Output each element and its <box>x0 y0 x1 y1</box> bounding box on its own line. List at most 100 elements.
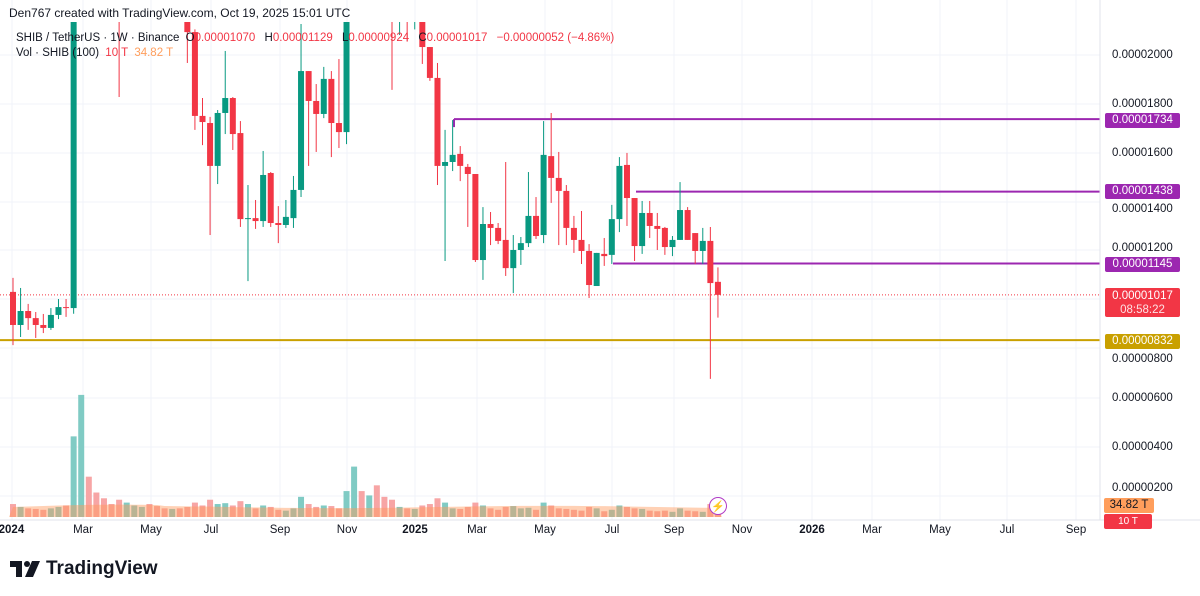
volume-bar <box>214 504 221 517</box>
price-tick-label: 0.00002000 <box>1112 49 1173 61</box>
lightning-icon[interactable]: ⚡ <box>709 497 727 515</box>
candle <box>260 150 267 227</box>
candle-body <box>623 164 630 199</box>
price-tick-label: 0.00000200 <box>1112 482 1173 494</box>
volume-bar <box>358 491 365 517</box>
candle <box>533 197 540 239</box>
volume-bar <box>684 510 691 517</box>
time-tick-label: Sep <box>1065 524 1087 536</box>
candle <box>335 59 342 149</box>
tradingview-logo[interactable]: TradingView <box>10 558 158 580</box>
candle <box>623 152 630 226</box>
candle-body <box>533 215 540 237</box>
close-value: 0.00001017 <box>426 32 488 44</box>
candle <box>419 22 426 64</box>
candle <box>404 0 410 42</box>
candle <box>25 303 32 330</box>
candle <box>305 71 312 166</box>
volume-tag: 10 T <box>1104 514 1152 529</box>
candle <box>169 0 175 5</box>
low-value: 0.00000924 <box>348 32 410 44</box>
candle-body <box>199 115 206 123</box>
open-label: O <box>185 32 195 44</box>
candle <box>684 207 691 240</box>
volume-bar <box>93 492 100 517</box>
volume-bar <box>623 506 630 517</box>
candle-body <box>290 189 297 219</box>
volume-bar <box>298 496 305 517</box>
candle <box>313 84 320 152</box>
volume-bar <box>146 504 153 517</box>
grid <box>0 0 1100 520</box>
candle <box>118 22 120 98</box>
legend: SHIB / TetherUS · 1W · Binance O 0.000010… <box>16 31 617 61</box>
candle-body <box>646 212 653 226</box>
volume-bar <box>396 506 403 517</box>
time-tick-label: 2025 <box>402 524 428 536</box>
volume-bar <box>320 505 327 517</box>
volume-bar <box>677 508 684 517</box>
candle <box>639 200 646 254</box>
candle <box>222 50 229 135</box>
candle-body <box>275 223 282 225</box>
volume-ma-value: 34.82 T <box>134 47 174 59</box>
volume-bar <box>138 506 145 517</box>
price-tick-label: 0.00000800 <box>1112 353 1173 365</box>
volume-bar <box>472 502 479 517</box>
candle-body <box>548 156 555 178</box>
candle <box>290 175 297 228</box>
candle-body <box>472 174 479 261</box>
candle-body <box>335 123 342 133</box>
candle <box>328 71 335 158</box>
volume-bar <box>389 499 395 517</box>
candle-body <box>586 250 593 286</box>
volume-bar <box>40 509 47 517</box>
volume-indicator-label[interactable]: Vol · SHIB (100) <box>16 47 100 59</box>
candle <box>714 267 721 318</box>
candle-body <box>608 219 615 255</box>
volume-ma-area <box>9 504 722 517</box>
volume-bar <box>207 499 214 517</box>
candle-body <box>184 22 191 33</box>
volume-bar <box>305 504 312 517</box>
level-tag-1145: 0.00001145 <box>1105 257 1180 272</box>
volume-bar <box>714 514 721 517</box>
candle-body <box>313 100 320 114</box>
volume-bar <box>419 505 426 517</box>
candle <box>63 299 70 317</box>
time-tick-label: Jul <box>999 524 1015 536</box>
time-tick-label: May <box>140 524 162 536</box>
volume-value: 10 T <box>105 47 129 59</box>
time-tick-label: Mar <box>862 524 882 536</box>
candle-body <box>260 174 267 222</box>
volume-bar <box>184 506 191 517</box>
level-tag-1438: 0.00001438 <box>1105 184 1180 199</box>
symbol-label[interactable]: SHIB / TetherUS · 1W · Binance <box>16 32 180 44</box>
candle-body <box>404 0 410 17</box>
candle-body <box>593 252 600 287</box>
volume-bar <box>191 502 198 517</box>
candle <box>275 206 282 244</box>
volume-bar <box>176 508 183 517</box>
candle <box>17 287 24 337</box>
candle <box>669 236 676 257</box>
volume-bar <box>161 508 168 517</box>
candle-body <box>343 22 350 133</box>
candle <box>10 277 16 346</box>
candle-body <box>25 311 32 319</box>
horizontal-levels[interactable] <box>0 118 1100 342</box>
candle-body <box>282 216 289 225</box>
volume-bar <box>479 505 486 517</box>
volume-bar <box>639 508 646 517</box>
volume-bar <box>578 510 585 517</box>
candle-body <box>419 22 426 48</box>
candle <box>654 212 661 250</box>
candle <box>570 215 577 253</box>
candle <box>563 185 570 246</box>
candle-body <box>669 239 676 248</box>
volume-bar <box>661 510 668 517</box>
brand-name: TradingView <box>46 558 158 579</box>
candle <box>214 110 221 185</box>
candle <box>699 227 706 264</box>
